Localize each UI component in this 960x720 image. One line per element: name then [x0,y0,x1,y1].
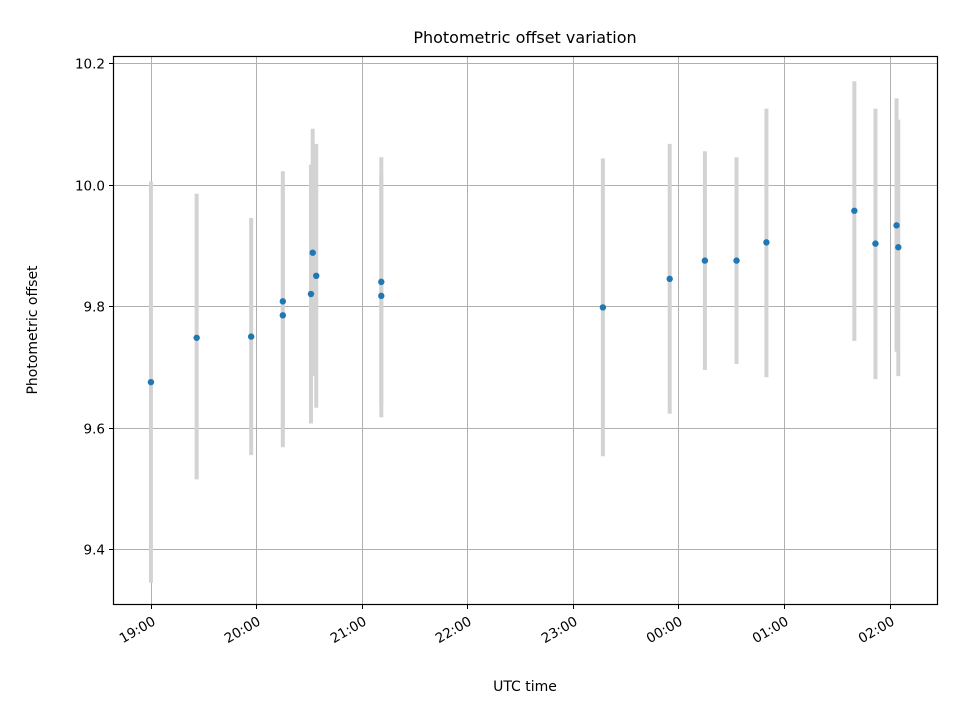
x-tick-label: 23:00 [539,614,581,647]
data-point [279,298,287,305]
data-point [895,244,902,251]
x-tick-label: 01:00 [750,614,792,647]
chart-title: Photometric offset variation [413,28,636,47]
y-tick-layer: 9.4 9.6 9.8 10.0 10.2 [75,57,114,559]
data-point [733,257,740,264]
grid-layer [114,57,937,604]
data-point [193,334,200,341]
point-layer [147,207,902,386]
x-axis-label: UTC time [493,679,557,695]
data-point [247,333,255,340]
data-point [147,378,155,386]
y-tick-label: 9.6 [84,422,105,438]
y-tick-label: 10.2 [75,57,105,73]
data-point [279,312,287,319]
x-tick-label: 02:00 [856,614,898,647]
y-tick-label: 9.4 [84,543,105,559]
y-tick-label: 9.8 [84,300,105,316]
data-point [307,290,315,298]
data-point [378,292,385,300]
data-point [599,304,607,311]
x-tick-label: 19:00 [117,614,159,647]
x-tick-label: 20:00 [222,614,264,647]
x-tick-label: 22:00 [433,614,475,647]
data-point [893,222,900,229]
data-point [763,239,770,246]
plot-frame [112,55,939,606]
y-tick-label: 10.0 [75,179,105,195]
errorbar-layer [148,81,901,583]
x-tick-layer: 19:00 20:00 21:00 22:00 23:00 00:00 01:00 02:00 [117,604,898,647]
x-tick-label: 00:00 [644,614,686,647]
data-point [309,249,316,256]
y-axis-label: Photometric offset [25,265,41,395]
data-point [851,207,858,214]
data-point [378,278,385,286]
x-tick-label: 21:00 [328,614,370,647]
data-point [313,272,320,279]
data-point [872,240,879,247]
data-point [666,275,673,283]
data-point [701,257,709,264]
